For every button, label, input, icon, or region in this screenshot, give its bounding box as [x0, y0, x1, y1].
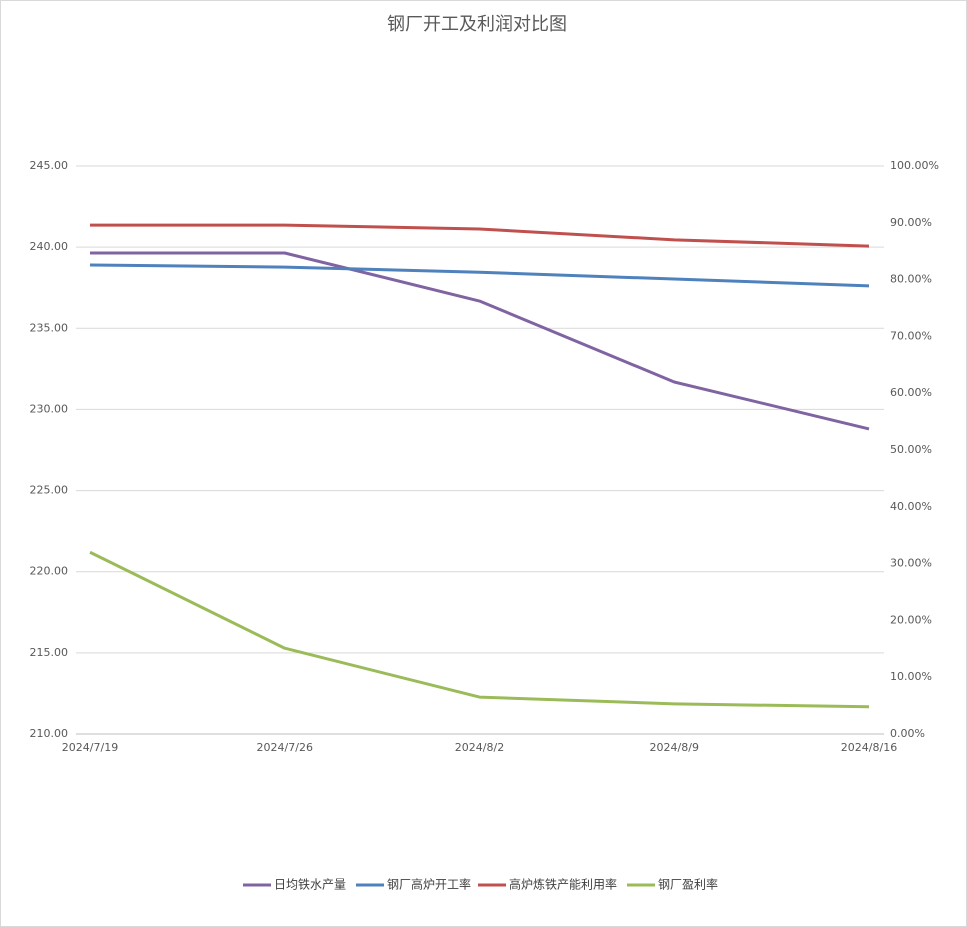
- y-tick-label: 240.00: [30, 240, 69, 253]
- series-line: [89, 263, 870, 288]
- y2-tick-label: 60.00%: [890, 386, 932, 399]
- y-tick-label: 215.00: [30, 646, 69, 659]
- series-line: [90, 223, 870, 248]
- y2-tick-label: 70.00%: [890, 329, 932, 342]
- y-tick-label: 245.00: [30, 159, 69, 172]
- legend-label: 钢厂盈利率: [658, 877, 718, 892]
- x-tick-label: 2024/8/16: [841, 741, 897, 754]
- y2-tick-label: 10.00%: [890, 670, 932, 683]
- legend-label: 日均铁水产量: [274, 878, 346, 892]
- y-tick-label: 210.00: [30, 727, 69, 740]
- y2-tick-label: 100.00%: [890, 159, 939, 172]
- x-tick-label: 2024/7/26: [257, 741, 313, 754]
- y2-tick-label: 20.00%: [890, 613, 932, 626]
- y-tick-label: 225.00: [30, 484, 69, 497]
- legend-label: 钢厂高炉开工率: [387, 877, 471, 892]
- legend-label: 高炉炼铁产能利用率: [509, 877, 617, 892]
- x-tick-label: 2024/8/2: [455, 741, 504, 754]
- y-tick-label: 220.00: [30, 565, 69, 578]
- y2-tick-label: 80.00%: [890, 273, 932, 286]
- x-tick-label: 2024/7/19: [62, 741, 118, 754]
- y2-tick-label: 40.00%: [890, 500, 932, 513]
- y-tick-label: 235.00: [30, 321, 69, 334]
- y2-tick-label: 90.00%: [890, 216, 932, 229]
- y-tick-label: 230.00: [30, 402, 69, 415]
- series-line: [89, 550, 870, 709]
- chart-title: 钢厂开工及利润对比图: [387, 14, 567, 35]
- x-tick-label: 2024/8/9: [650, 741, 699, 754]
- y2-tick-label: 0.00%: [890, 727, 925, 740]
- series-line: [90, 251, 870, 431]
- y2-tick-label: 50.00%: [890, 443, 932, 456]
- y2-tick-label: 30.00%: [890, 557, 932, 570]
